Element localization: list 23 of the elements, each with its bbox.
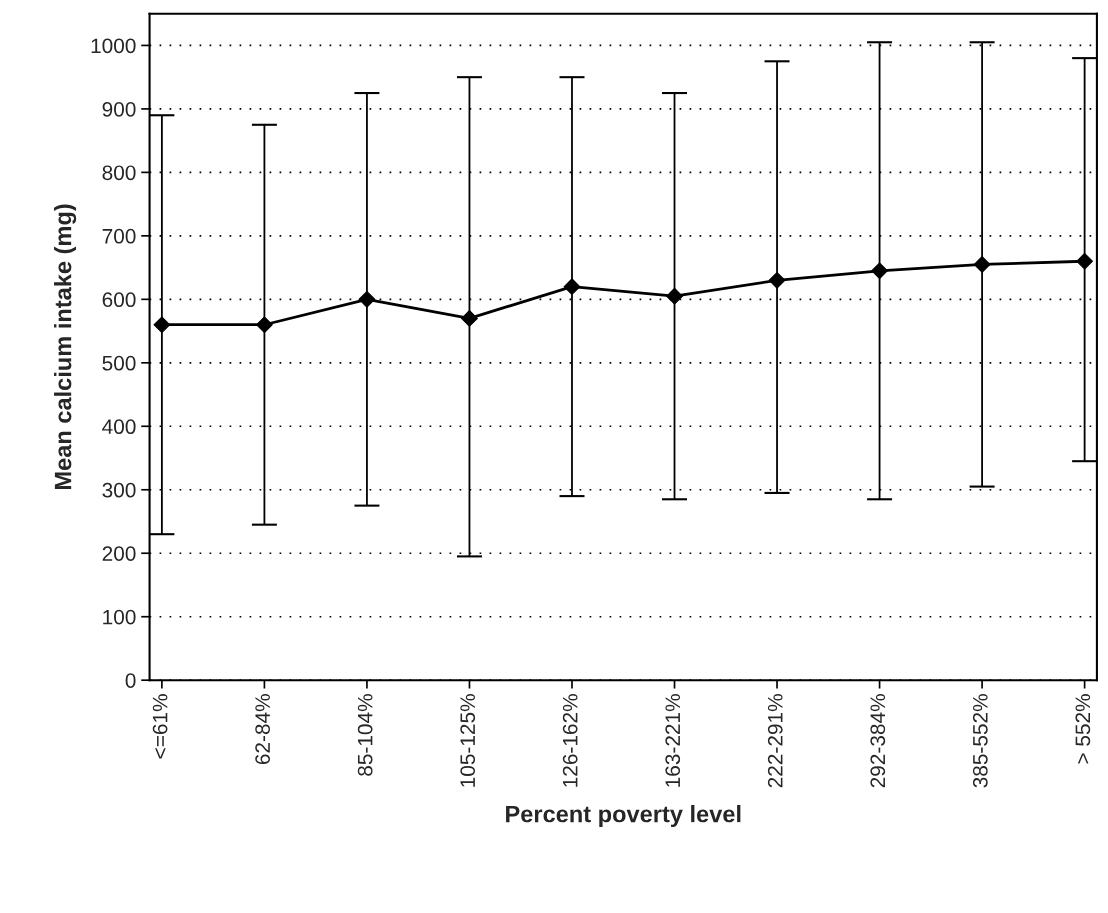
y-tick-label: 300 — [102, 482, 136, 498]
y-tick-label: 700 — [102, 228, 136, 244]
x-tick-label: 62-84% — [255, 694, 270, 765]
y-tick-label: 100 — [103, 609, 136, 625]
y-tick-label: 200 — [102, 546, 136, 561]
x-tick-label: > 552% — [1075, 694, 1091, 764]
y-tick-label: 600 — [102, 292, 136, 308]
y-axis-title: Mean calcium intake (mg) — [54, 204, 77, 490]
x-tick-label: 126-162% — [562, 694, 578, 787]
x-tick-label: 163-221% — [665, 694, 681, 787]
x-tick-label: <=61% — [152, 694, 168, 759]
y-tick-label: 800 — [102, 165, 136, 181]
x-tick-label: 85-104% — [357, 694, 373, 776]
y-tick-label: 500 — [102, 355, 136, 371]
x-tick-label: 222-291% — [767, 694, 783, 788]
x-tick-label: 105-125% — [460, 694, 476, 787]
x-tick-label: 292-384% — [870, 694, 886, 788]
y-tick-label: 0 — [125, 673, 136, 688]
x-axis-title: Percent poverty level — [506, 805, 741, 828]
y-tick-label: 900 — [102, 101, 136, 117]
y-tick-label: 1000 — [91, 38, 136, 54]
y-tick-label: 400 — [102, 419, 136, 435]
x-tick-label: 385-552% — [972, 694, 988, 788]
